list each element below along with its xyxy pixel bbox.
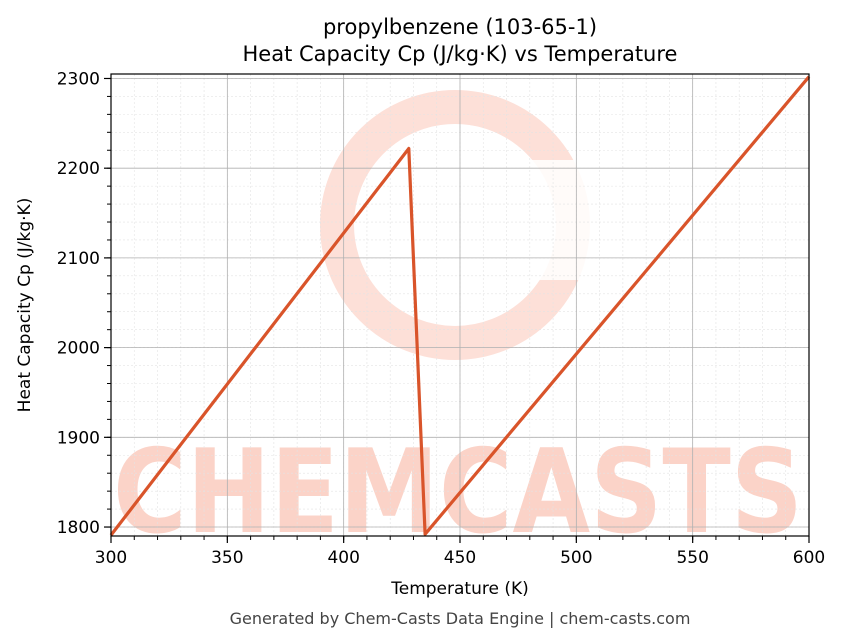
x-axis: 300 350 400 450 500 550 600 xyxy=(95,536,825,568)
series-line xyxy=(109,75,811,537)
chart-title-line2: Heat Capacity Cp (J/kg·K) vs Temperature xyxy=(243,42,678,66)
major-grid xyxy=(110,74,810,536)
chart-title-line1: propylbenzene (103-65-1) xyxy=(323,15,597,39)
y-tick-label: 1800 xyxy=(57,518,100,538)
y-tick-label: 1900 xyxy=(57,428,100,448)
data-series xyxy=(109,75,811,537)
x-tick-label: 300 xyxy=(95,548,127,568)
watermark-text: CHEMCASTS xyxy=(113,425,803,560)
x-tick-label: 400 xyxy=(327,548,359,568)
footer-credit: Generated by Chem-Casts Data Engine | ch… xyxy=(230,609,691,628)
y-tick-label: 2000 xyxy=(57,339,100,359)
y-axis: 1800 1900 2000 2100 2200 2300 xyxy=(57,69,111,538)
y-tick-label: 2100 xyxy=(57,249,100,269)
x-tick-label: 550 xyxy=(676,548,708,568)
x-tick-label: 450 xyxy=(444,548,476,568)
y-tick-label: 2300 xyxy=(57,69,100,89)
y-axis-label: Heat Capacity Cp (J/kg·K) xyxy=(15,198,35,413)
x-axis-label: Temperature (K) xyxy=(390,579,529,599)
x-tick-label: 500 xyxy=(560,548,592,568)
x-tick-label: 350 xyxy=(211,548,243,568)
y-tick-label: 2200 xyxy=(57,159,100,179)
watermark: CHEMCASTS xyxy=(113,90,803,560)
x-tick-label: 600 xyxy=(793,548,825,568)
